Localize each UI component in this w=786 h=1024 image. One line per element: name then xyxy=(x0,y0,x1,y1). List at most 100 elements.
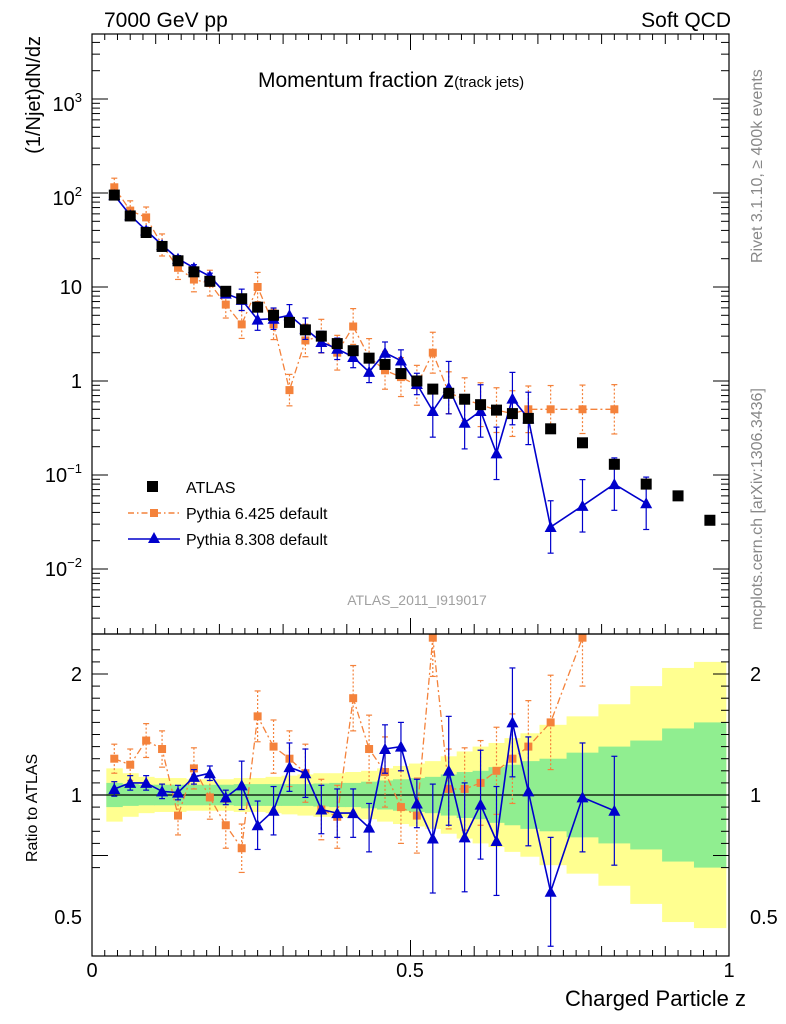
atlas-point xyxy=(608,458,620,470)
legend-label-pythia6: Pythia 6.425 default xyxy=(186,506,328,523)
main-y-tick-label-1e2: 102 xyxy=(53,184,82,210)
pythia8-point xyxy=(474,404,487,416)
legend-label-atlas: ATLAS xyxy=(186,480,236,497)
x-tick-label-0.5: 0.5 xyxy=(396,960,424,982)
atlas-point xyxy=(299,324,311,336)
legend: ATLAS Pythia 6.425 default Pythia 8.308 … xyxy=(128,480,328,549)
pythia8-point xyxy=(608,478,621,490)
atlas-point xyxy=(124,210,136,222)
pythia8-ratio-point xyxy=(156,785,169,797)
atlas-point xyxy=(236,293,248,305)
pythia8-ratio-point xyxy=(235,779,248,791)
pythia6-ratio-point xyxy=(546,718,555,727)
atlas-point xyxy=(188,266,200,278)
pythia8-point xyxy=(379,346,392,358)
pythia8-point xyxy=(426,404,439,416)
pythia8-ratio-point xyxy=(331,807,344,819)
axis-ticks xyxy=(91,34,730,956)
atlas-point xyxy=(331,338,343,350)
ratio-y-axis-label: Ratio to ATLAS xyxy=(24,754,41,862)
mcplots-label: mcplots.cern.ch [arXiv:1306.3436] xyxy=(749,388,766,630)
pythia6-point xyxy=(301,336,310,345)
pythia6-point xyxy=(428,348,437,357)
pythia6-point xyxy=(110,183,119,192)
atlas-point xyxy=(140,227,152,239)
pythia8-ratio-point xyxy=(490,834,503,846)
atlas-point xyxy=(379,358,391,370)
atlas-point xyxy=(522,412,534,424)
pythia8-ratio-point xyxy=(410,797,423,809)
atlas-point xyxy=(545,423,557,435)
atlas-point xyxy=(475,399,487,411)
pythia6-point xyxy=(237,320,246,329)
pythia8-ratio-point xyxy=(394,740,407,752)
pythia6-ratio-point xyxy=(110,754,119,763)
main-y-axis-label: (1/Njet)dN/dz xyxy=(23,36,45,154)
atlas-point xyxy=(268,309,280,321)
ratio-y-tick-label-0.5: 0.5 xyxy=(54,907,82,929)
pythia6-point xyxy=(189,275,198,284)
pythia8-ratio-point xyxy=(124,776,137,788)
atlas-point xyxy=(704,514,716,526)
atlas-point xyxy=(576,437,588,449)
pythia8-ratio-point xyxy=(458,831,471,843)
pythia6-ratio-point xyxy=(578,634,587,642)
legend-marker-pythia8 xyxy=(148,532,160,543)
pythia8-ratio-point xyxy=(203,767,216,779)
pythia8-ratio-point xyxy=(140,776,153,788)
atlas-point xyxy=(172,255,184,267)
pythia8-ratio-point xyxy=(283,761,296,773)
pythia8-ratio-point xyxy=(108,782,121,794)
pythia8-ratio-point xyxy=(442,764,455,776)
atlas-point xyxy=(347,345,359,357)
pythia6-ratio-point xyxy=(269,742,278,751)
atlas-point xyxy=(506,408,518,420)
x-axis-label: Charged Particle z xyxy=(565,986,746,1011)
pythia6-ratio-point xyxy=(253,712,262,721)
pythia6-ratio-point xyxy=(158,745,167,754)
atlas-point xyxy=(640,478,652,490)
atlas-point xyxy=(411,375,423,387)
ratio-y-tick-label-2: 2 xyxy=(71,664,82,686)
atlas-point xyxy=(427,383,439,395)
atlas-point xyxy=(108,189,120,201)
pythia8-ratio-point xyxy=(171,786,184,798)
pythia8-point xyxy=(394,354,407,366)
pythia8-point xyxy=(458,416,471,428)
atlas-point xyxy=(490,404,502,416)
pythia8-ratio-point xyxy=(315,803,328,815)
pythia8-point xyxy=(576,499,589,511)
pythia6-ratio-point xyxy=(221,821,230,830)
pythia6-ratio-point xyxy=(365,745,374,754)
pythia8-ratio-point xyxy=(347,807,360,819)
pythia8-ratio-point xyxy=(379,743,392,755)
main-plot-data xyxy=(108,177,716,554)
pythia6-point xyxy=(546,405,555,414)
pythia8-ratio-point xyxy=(506,716,519,728)
legend-marker-atlas xyxy=(147,481,158,492)
pythia8-point xyxy=(251,313,264,325)
atlas-point xyxy=(459,393,471,405)
main-y-tick-label-1: 1 xyxy=(71,371,82,393)
atlas-point xyxy=(363,352,375,364)
pythia6-ratio-point xyxy=(428,634,437,642)
pythia8-ratio-point xyxy=(522,785,535,797)
pythia6-point xyxy=(173,263,182,272)
ratio-plot-data xyxy=(108,634,621,947)
legend-label-pythia8: Pythia 8.308 default xyxy=(186,532,328,549)
legend-marker-pythia6 xyxy=(150,509,158,517)
pythia8-ratio-point xyxy=(251,819,264,831)
pythia6-ratio-point xyxy=(173,811,182,820)
pythia6-ratio-point xyxy=(237,844,246,853)
pythia6-ratio-point xyxy=(205,793,214,802)
header-left-label: 7000 GeV pp xyxy=(104,9,228,32)
pythia8-ratio-point xyxy=(299,767,312,779)
ratio-y-tick-label-right-0.5: 0.5 xyxy=(750,907,778,929)
pythia6-point xyxy=(610,405,619,414)
main-y-tick-label-1e-2: 10−2 xyxy=(45,555,82,581)
pythia8-point xyxy=(490,447,503,459)
pythia6-ratio-point xyxy=(492,766,501,775)
ratio-y-tick-label-right-1: 1 xyxy=(750,785,761,807)
main-y-tick-label-1e3: 103 xyxy=(53,90,82,116)
